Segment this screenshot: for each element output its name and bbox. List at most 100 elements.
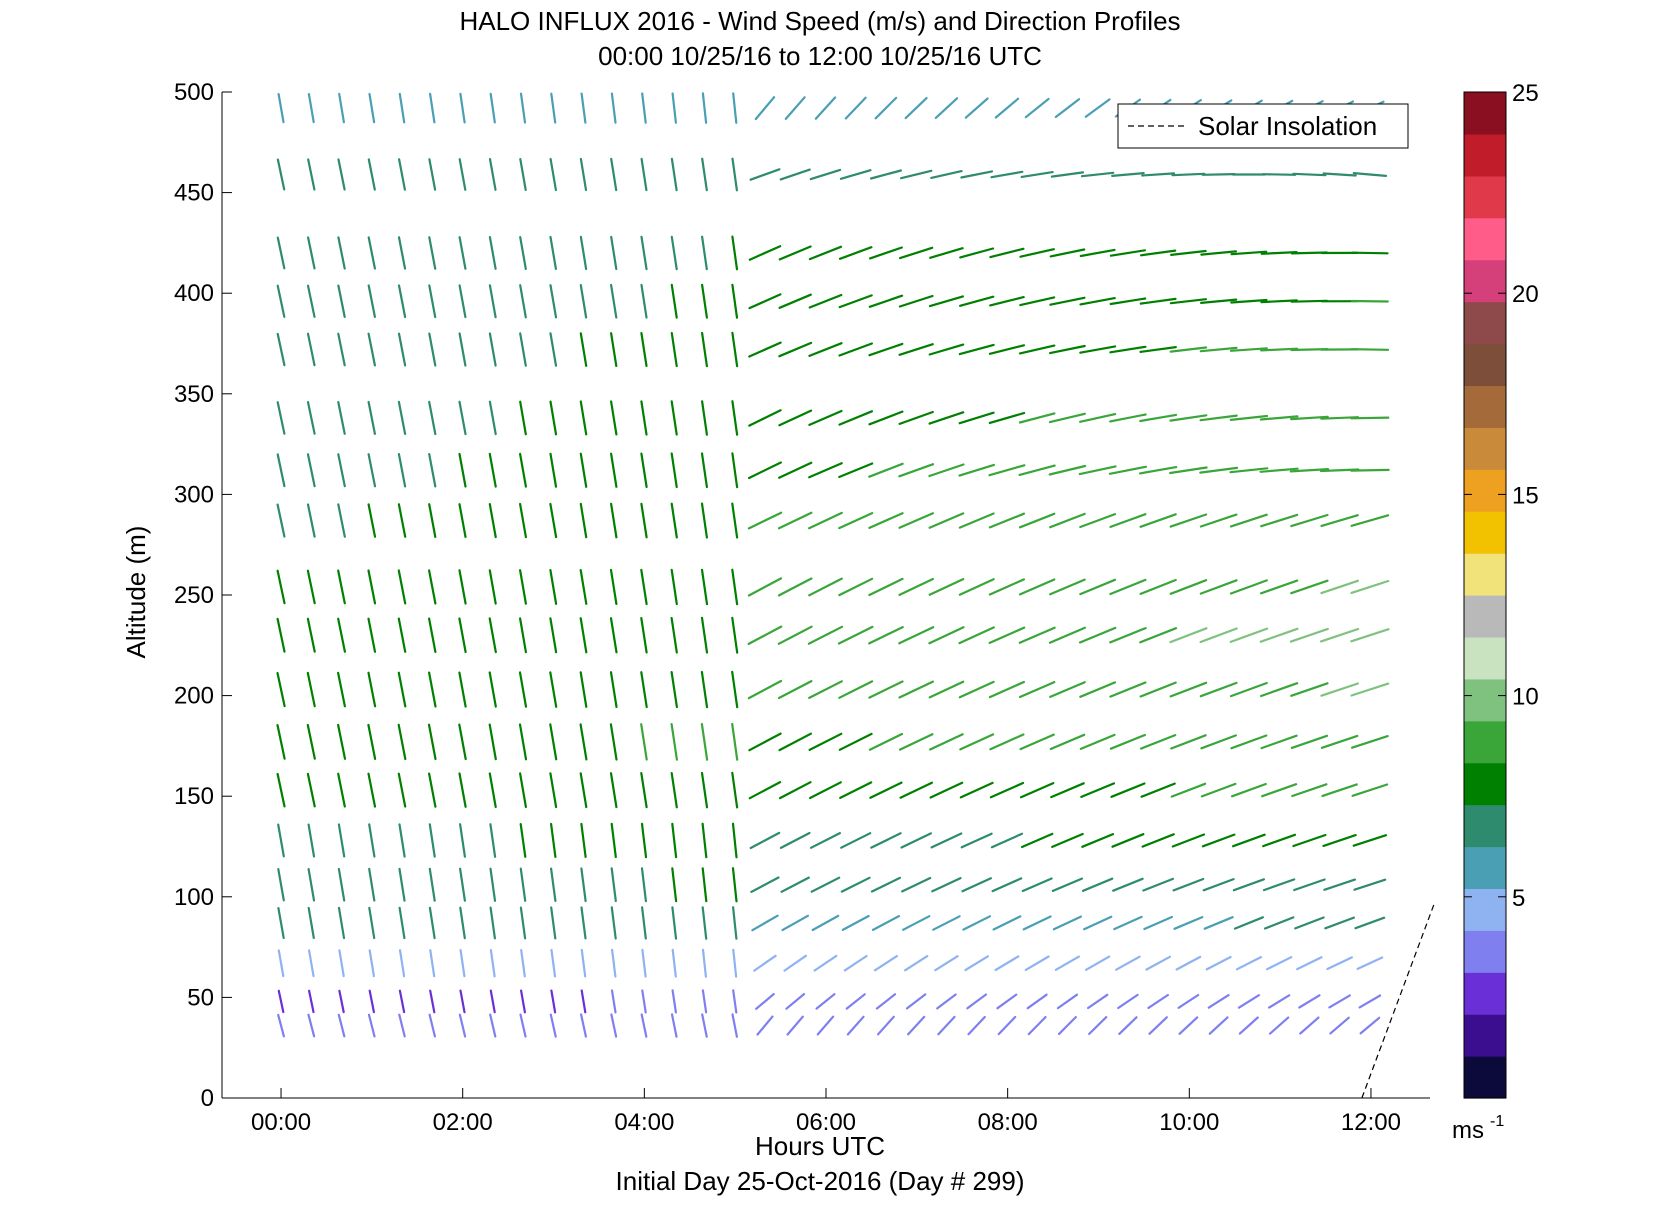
wind-vector [1229, 414, 1269, 421]
wind-vector [518, 569, 528, 605]
wind-vector [1230, 734, 1268, 750]
wind-vector [1170, 782, 1207, 798]
wind-vector [518, 772, 528, 809]
wind-vector [1169, 466, 1208, 475]
wind-vector [670, 670, 679, 709]
wind-vector [337, 158, 346, 191]
wind-vector [869, 781, 903, 799]
wind-vector [1019, 781, 1055, 799]
wind-vector [398, 92, 406, 124]
wind-vector [519, 867, 527, 902]
wind-vector [907, 1015, 926, 1036]
wind-vector [397, 569, 407, 605]
wind-vector [1199, 414, 1238, 422]
wind-vector [519, 906, 527, 940]
wind-vector [368, 949, 375, 978]
wind-vector [1141, 833, 1175, 848]
wind-vector [398, 867, 406, 902]
wind-vector [429, 989, 436, 1014]
wind-vector [640, 723, 648, 761]
wind-vector [838, 511, 874, 530]
wind-vector [816, 1015, 835, 1036]
colorbar-segment [1464, 343, 1506, 387]
wind-vector [928, 463, 965, 478]
wind-vector [755, 992, 775, 1010]
wind-vector [731, 906, 738, 940]
wind-vector [609, 452, 618, 488]
wind-vector [368, 823, 376, 858]
wind-vector [731, 822, 738, 859]
wind-vector [701, 867, 708, 903]
wind-vector [929, 247, 964, 259]
wind-vector [1170, 249, 1207, 256]
wind-vector [550, 989, 557, 1014]
wind-vector [997, 1015, 1017, 1036]
y-tick-label: 0 [201, 1085, 214, 1112]
wind-vector [1026, 993, 1048, 1010]
wind-vector [1299, 1016, 1320, 1035]
wind-vector [1050, 782, 1085, 799]
colorbar-tick-label: 5 [1512, 885, 1525, 912]
wind-vector [1139, 249, 1177, 257]
wind-vector [1207, 993, 1230, 1009]
colorbar-segment [1464, 720, 1506, 764]
wind-vector [988, 411, 1026, 424]
wind-vector [308, 989, 315, 1014]
colorbar-segment [1464, 972, 1506, 1015]
wind-vector [276, 772, 286, 808]
wind-vector [367, 503, 377, 538]
wind-vector [550, 948, 557, 978]
wind-vector [962, 915, 992, 931]
wind-vector [1289, 468, 1330, 473]
wind-vector [898, 246, 934, 260]
wind-vector [1054, 98, 1081, 119]
wind-vector [929, 781, 964, 799]
wind-vector [1350, 579, 1390, 595]
x-tick-label: 04:00 [614, 1109, 674, 1136]
wind-vector [459, 906, 466, 940]
wind-vector [1229, 467, 1269, 474]
wind-vector [458, 1013, 467, 1038]
wind-vector [549, 400, 558, 436]
wind-vector [1199, 346, 1238, 353]
wind-vector [640, 502, 648, 539]
wind-vector [1081, 832, 1115, 848]
wind-vector [1263, 916, 1295, 930]
wind-vector [1290, 513, 1329, 528]
wind-vector [671, 906, 678, 940]
wind-vector [1200, 734, 1238, 750]
wind-vector [700, 452, 709, 489]
wind-vector [904, 96, 928, 120]
colorbar-tick-label: 25 [1512, 80, 1539, 107]
wind-vector [428, 284, 437, 319]
wind-vector [580, 867, 587, 903]
wind-vector [1018, 412, 1056, 424]
wind-vector [732, 948, 738, 978]
wind-vector [428, 236, 437, 270]
wind-vector [489, 92, 496, 124]
colorbar-segment [1464, 804, 1506, 848]
wind-vector [1050, 171, 1085, 178]
wind-vector [549, 867, 557, 903]
wind-vector [640, 671, 648, 709]
wind-vector [1259, 467, 1299, 473]
wind-vector [700, 771, 709, 809]
wind-vector [747, 511, 783, 530]
wind-vector [1352, 172, 1388, 177]
wind-vector [1205, 955, 1232, 971]
wind-vector [779, 168, 811, 181]
wind-vector [429, 949, 436, 978]
wind-vector [1109, 413, 1147, 423]
wind-vector [1051, 832, 1084, 849]
wind-vector [1078, 465, 1117, 476]
chart-subtitle: 00:00 10/25/16 to 12:00 10/25/16 UTC [598, 41, 1042, 71]
wind-vector [337, 617, 346, 653]
wind-vector [1079, 733, 1116, 751]
wind-vector [671, 948, 677, 978]
wind-vector [306, 569, 316, 605]
wind-vector [579, 723, 588, 761]
wind-vector [958, 295, 995, 307]
wind-vector [1358, 994, 1382, 1009]
wind-vector [1329, 1016, 1350, 1035]
wind-vector [1199, 681, 1238, 698]
